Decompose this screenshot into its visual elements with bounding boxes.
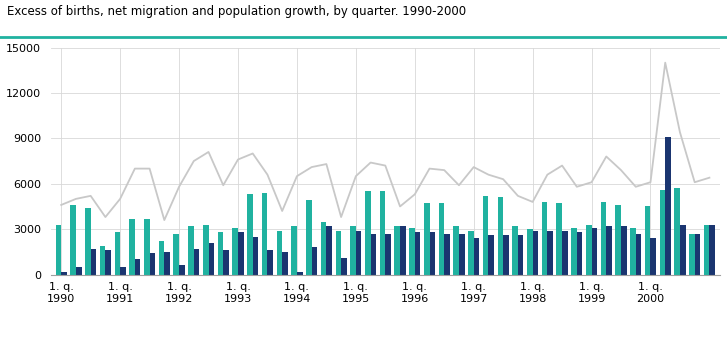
Bar [100, 246, 105, 275]
Bar [444, 234, 450, 275]
Bar [379, 191, 385, 275]
Bar [424, 203, 430, 275]
Bar [395, 226, 400, 275]
Bar [371, 234, 376, 275]
Bar [675, 188, 680, 275]
Bar [651, 238, 656, 275]
Bar [144, 219, 150, 275]
Text: Excess of births, net migration and population growth, by quarter. 1990-2000: Excess of births, net migration and popu… [7, 5, 467, 18]
Bar [513, 226, 518, 275]
Bar [292, 226, 297, 275]
Bar [91, 249, 96, 275]
Bar [247, 194, 253, 275]
Bar [459, 234, 465, 275]
Bar [503, 235, 509, 275]
Bar [282, 252, 288, 275]
Bar [533, 231, 538, 275]
Bar [238, 232, 244, 275]
Bar [621, 226, 627, 275]
Bar [150, 253, 155, 275]
Bar [616, 205, 621, 275]
Bar [297, 271, 302, 275]
Bar [518, 235, 523, 275]
Bar [209, 243, 214, 275]
Bar [547, 231, 553, 275]
Bar [76, 267, 81, 275]
Bar [365, 191, 371, 275]
Bar [120, 267, 126, 275]
Bar [203, 225, 209, 275]
Bar [129, 219, 135, 275]
Bar [489, 235, 494, 275]
Bar [680, 225, 686, 275]
Bar [385, 234, 391, 275]
Bar [571, 228, 577, 275]
Bar [321, 222, 326, 275]
Bar [562, 231, 568, 275]
Bar [468, 231, 474, 275]
Bar [174, 234, 179, 275]
Bar [601, 202, 606, 275]
Bar [645, 206, 651, 275]
Bar [474, 238, 479, 275]
Bar [356, 231, 361, 275]
Bar [188, 226, 194, 275]
Bar [350, 226, 356, 275]
Bar [85, 208, 91, 275]
Bar [194, 249, 199, 275]
Bar [233, 228, 238, 275]
Bar [695, 234, 700, 275]
Bar [704, 225, 710, 275]
Bar [415, 232, 420, 275]
Bar [630, 228, 635, 275]
Bar [527, 229, 533, 275]
Bar [253, 237, 258, 275]
Bar [606, 226, 612, 275]
Bar [689, 234, 695, 275]
Bar [217, 232, 223, 275]
Bar [61, 271, 67, 275]
Bar [556, 203, 562, 275]
Bar [577, 232, 582, 275]
Bar [497, 197, 503, 275]
Bar [635, 234, 641, 275]
Bar [659, 190, 665, 275]
Bar [164, 252, 170, 275]
Bar [223, 250, 229, 275]
Bar [326, 226, 332, 275]
Bar [179, 265, 185, 275]
Bar [592, 228, 597, 275]
Bar [454, 226, 459, 275]
Bar [336, 231, 341, 275]
Bar [665, 137, 671, 275]
Bar [430, 232, 435, 275]
Bar [268, 250, 273, 275]
Bar [306, 200, 312, 275]
Bar [158, 241, 164, 275]
Bar [341, 258, 347, 275]
Bar [135, 259, 140, 275]
Bar [312, 247, 317, 275]
Bar [542, 202, 547, 275]
Bar [262, 193, 268, 275]
Bar [409, 228, 415, 275]
Bar [586, 225, 592, 275]
Bar [71, 205, 76, 275]
Bar [438, 203, 444, 275]
Bar [276, 231, 282, 275]
Bar [400, 226, 406, 275]
Bar [483, 196, 489, 275]
Bar [710, 225, 715, 275]
Bar [105, 250, 111, 275]
Bar [55, 225, 61, 275]
Bar [115, 232, 120, 275]
